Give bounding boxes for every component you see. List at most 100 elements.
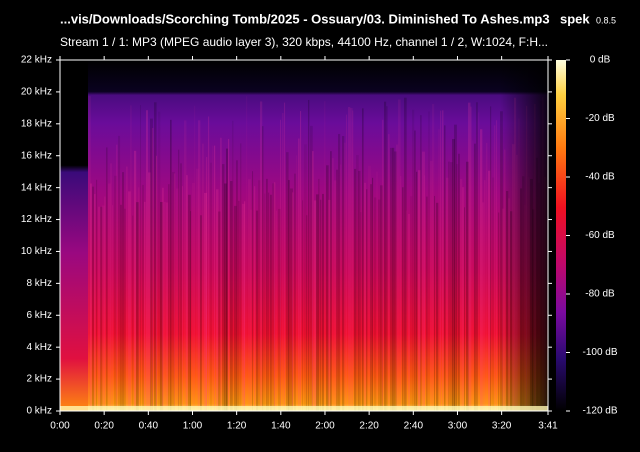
texture-streak — [176, 188, 179, 411]
texture-streak — [466, 161, 469, 411]
texture-streak — [248, 179, 251, 411]
texture-streak — [226, 148, 228, 411]
texture-streak — [364, 182, 367, 411]
axes: 0 kHz 2 kHz 4 kHz 6 kHz 8 kHz 10 kHz 12 kHz 14 … — [21, 55, 618, 432]
level-tick-label: -100 dB — [582, 347, 617, 358]
texture-streak — [432, 104, 435, 412]
texture-streak — [110, 163, 113, 411]
texture-streak — [360, 212, 362, 411]
texture-streak — [322, 193, 324, 411]
texture-streak — [268, 192, 270, 411]
texture-streak — [354, 168, 357, 411]
texture-streak — [190, 211, 192, 411]
texture-streak — [142, 184, 144, 411]
texture-streak — [486, 142, 488, 411]
intro-band — [60, 60, 88, 411]
x-tick-label: 3:20 — [492, 421, 512, 432]
texture-streak — [324, 101, 326, 411]
texture-streak — [342, 136, 345, 412]
texture-streak — [406, 210, 408, 411]
texture-streak — [298, 138, 300, 412]
texture-streak — [180, 163, 183, 411]
texture-streak — [126, 166, 128, 411]
texture-streak — [168, 184, 170, 411]
texture-streak — [116, 144, 118, 411]
texture-streak — [164, 201, 166, 411]
x-tick-label: 0:00 — [50, 421, 70, 432]
x-tick-label: 2:20 — [359, 421, 379, 432]
texture-streak — [228, 138, 230, 411]
texture-streak — [160, 201, 163, 411]
texture-streak — [382, 119, 384, 412]
texture-streak — [442, 110, 444, 411]
texture-streak — [158, 111, 161, 412]
texture-streak — [332, 158, 334, 411]
texture-streak — [480, 129, 483, 411]
texture-streak — [138, 187, 140, 411]
texture-streak — [246, 96, 248, 411]
level-tick-label: -120 dB — [582, 406, 617, 417]
texture-streak — [206, 157, 208, 411]
texture-streak — [304, 144, 307, 411]
texture-streak — [448, 161, 450, 411]
texture-streak — [356, 155, 359, 411]
texture-streak — [346, 114, 348, 411]
texture-streak — [434, 195, 436, 411]
texture-streak — [438, 129, 441, 411]
texture-streak — [204, 192, 207, 411]
texture-streak — [420, 115, 422, 412]
spectrogram — [60, 60, 549, 412]
texture-streak — [422, 151, 425, 411]
level-tick-label: -60 dB — [585, 230, 615, 241]
texture-streak — [210, 162, 212, 411]
texture-streak — [244, 201, 246, 411]
x-tick-label: 3:00 — [448, 421, 468, 432]
texture-streak — [446, 177, 449, 411]
texture-streak — [380, 185, 383, 411]
texture-streak — [282, 112, 284, 411]
texture-streak — [294, 173, 296, 411]
texture-streak — [96, 179, 98, 411]
y-tick-label: 8 kHz — [26, 278, 52, 289]
texture-streak — [408, 213, 410, 411]
texture-streak — [310, 125, 313, 411]
texture-streak — [336, 169, 339, 411]
texture-streak — [162, 187, 164, 411]
texture-streak — [358, 170, 361, 411]
texture-streak — [474, 143, 476, 412]
texture-streak — [334, 180, 337, 411]
texture-streak — [242, 203, 245, 411]
texture-streak — [192, 182, 195, 411]
texture-streak — [98, 206, 101, 411]
texture-streak — [108, 183, 111, 411]
texture-streak — [276, 210, 278, 411]
texture-streak — [476, 102, 478, 412]
texture-streak — [340, 164, 342, 411]
texture-streak — [392, 147, 395, 411]
texture-streak — [166, 202, 169, 411]
texture-streak — [494, 125, 496, 412]
texture-streak — [186, 175, 188, 411]
app-version: 0.8.5 — [596, 15, 616, 25]
texture-streak — [300, 111, 302, 412]
texture-streak — [172, 171, 175, 411]
texture-streak — [124, 208, 126, 411]
texture-streak — [222, 164, 225, 411]
texture-streak — [416, 171, 418, 411]
texture-streak — [184, 120, 187, 411]
texture-streak — [128, 191, 131, 411]
texture-streak — [198, 120, 201, 411]
texture-streak — [412, 109, 415, 411]
texture-streak — [496, 120, 498, 411]
texture-streak — [140, 105, 142, 411]
x-tick-label: 2:40 — [404, 421, 424, 432]
texture-streak — [148, 172, 151, 411]
texture-streak — [202, 143, 204, 412]
texture-streak — [374, 197, 377, 411]
texture-streak — [200, 215, 202, 411]
texture-streak — [302, 200, 304, 411]
texture-streak — [470, 106, 472, 412]
texture-streak — [272, 183, 275, 411]
texture-streak — [182, 186, 184, 411]
